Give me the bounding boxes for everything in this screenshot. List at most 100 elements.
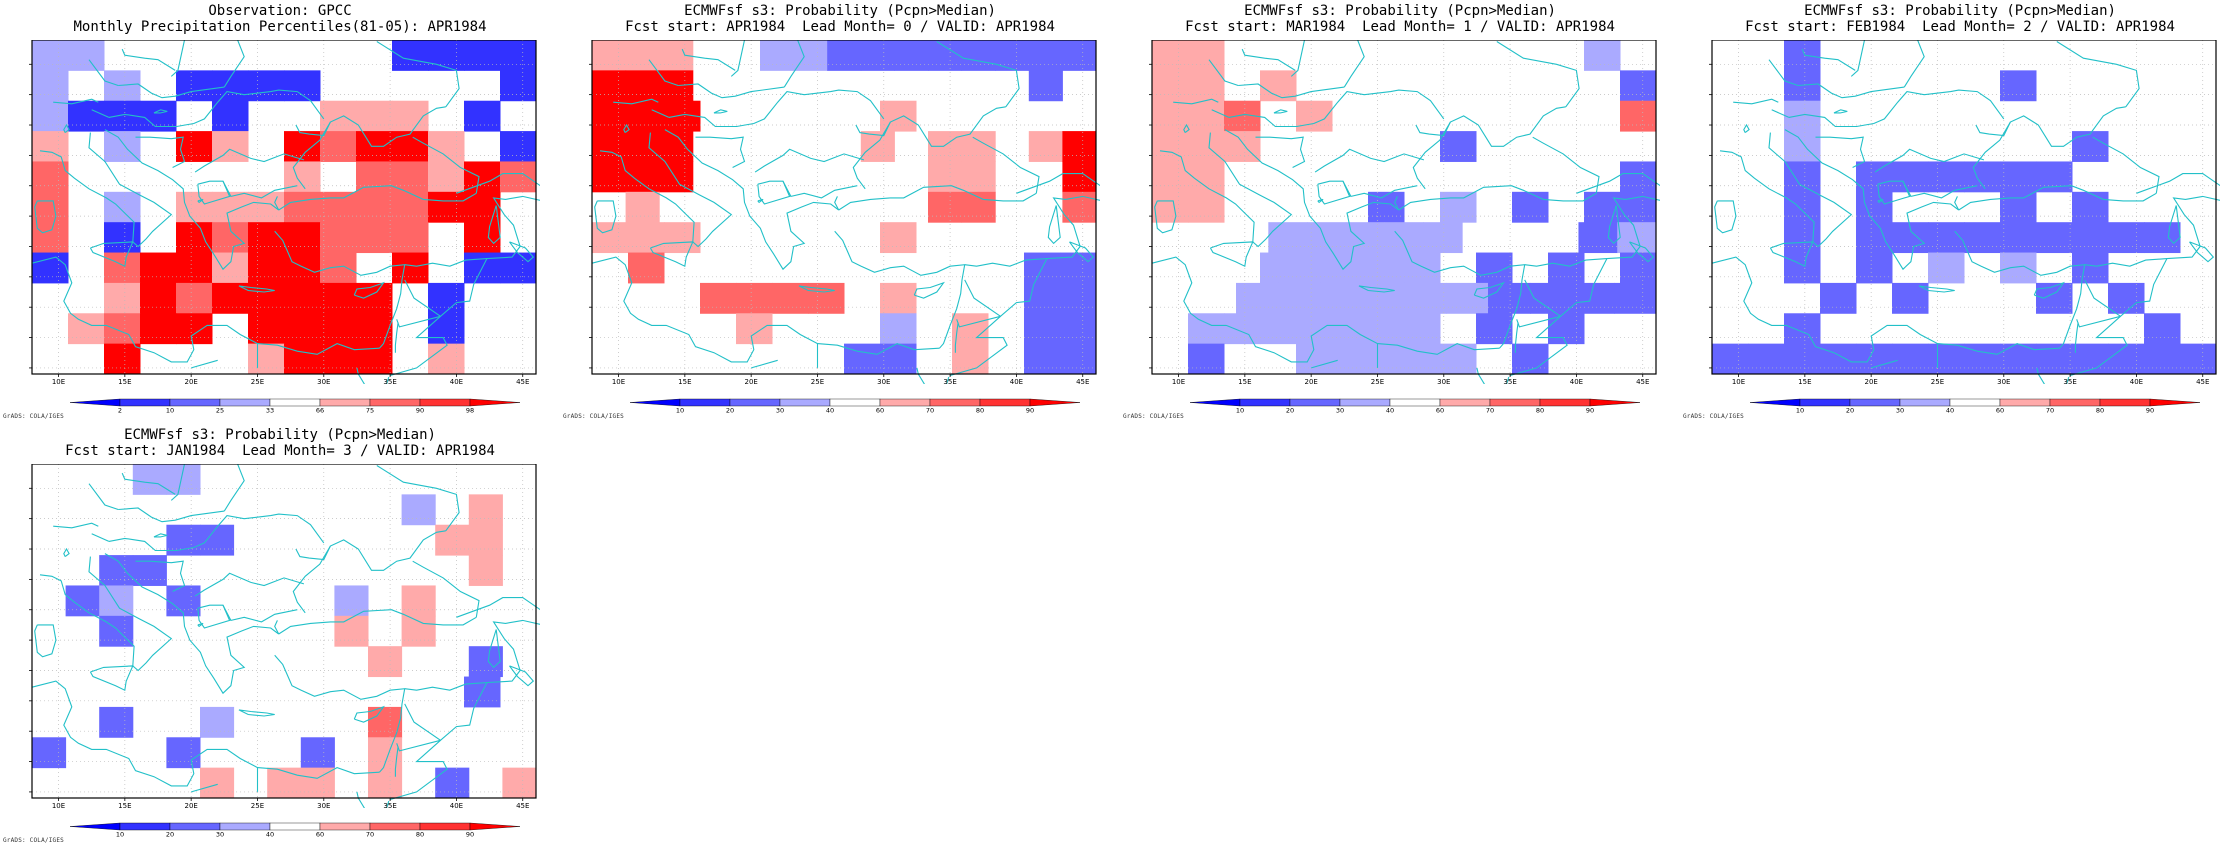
precip-grid (1712, 40, 2217, 375)
grid-cell (659, 70, 694, 102)
precip-grid (1152, 40, 1657, 375)
coastline (1629, 241, 1655, 263)
coastline (274, 620, 280, 635)
coastline (170, 40, 186, 77)
colorbar-swatch (119, 822, 171, 831)
coastline (757, 198, 764, 204)
colorbar-label: 60 (316, 831, 324, 838)
grid-cell (248, 222, 285, 254)
coastline (1903, 40, 1925, 88)
grid-cell (104, 222, 141, 254)
colorbar-swatch (69, 822, 121, 831)
colorbar-swatch (1589, 398, 1641, 407)
grid-cell (1260, 252, 1297, 284)
grid-cell (2108, 222, 2145, 254)
coastline (63, 123, 70, 134)
coastline (353, 281, 385, 299)
grid-cell (592, 70, 627, 102)
grid-cell (468, 524, 503, 556)
coastline (855, 121, 891, 137)
grid-cell (212, 131, 249, 162)
grid-cell (284, 222, 321, 254)
grads-credit: GrADS: COLA/IGES (3, 413, 64, 420)
grid-cell (1152, 100, 1189, 132)
grid-cell (1620, 70, 1657, 102)
colorbar-swatch (269, 822, 321, 831)
coastline (1954, 196, 1960, 211)
colorbar-label: 20 (1286, 407, 1294, 414)
colorbar-label: 60 (1436, 407, 1444, 414)
coastline (197, 622, 204, 628)
coastline (1412, 106, 1566, 190)
coastlines (31, 40, 540, 384)
grid-cell (1028, 131, 1063, 162)
grid-cell (32, 191, 69, 223)
grid-cell (32, 40, 69, 71)
coastline (623, 123, 630, 134)
map-plot: 10E15E20E25E30E35E40E45E50N48N46N44N42N4… (28, 40, 540, 384)
grid-cell (1488, 282, 1531, 314)
map-frame (1151, 40, 1657, 375)
coastline (108, 513, 325, 552)
map-frame (591, 40, 1097, 375)
lon-tick-label: 40E (450, 802, 463, 808)
colorbar-swatch (469, 398, 521, 407)
coastline (1514, 322, 1519, 353)
lon-tick-label: 30E (317, 378, 330, 384)
grid-cell (392, 131, 429, 162)
coastline (713, 109, 728, 114)
colorbar-swatch (2099, 398, 2151, 407)
grid-cell (1784, 252, 1821, 284)
coastline (34, 624, 57, 658)
grid-cell (1236, 282, 1279, 314)
grid-cell (592, 40, 627, 71)
grads-credit: GrADS: COLA/IGES (563, 413, 624, 420)
grid-cell (176, 282, 213, 314)
panel-subtitle: Fcst start: APR1984 Lead Month= 0 / VALI… (625, 19, 1055, 35)
coastline (1954, 230, 2086, 349)
grid-cell (1332, 313, 1369, 345)
grid-cell (502, 767, 537, 799)
lon-tick-label: 25E (251, 802, 264, 808)
coastlines (31, 464, 540, 808)
grid-cell (248, 70, 285, 102)
map-plot: 10E15E20E25E30E35E40E45E50N48N46N44N42N4… (1708, 40, 2220, 384)
colorbar-label: 10 (1236, 407, 1244, 414)
lon-tick-label: 20E (184, 378, 197, 384)
grid-cell (32, 131, 69, 162)
grid-cell (1784, 191, 1821, 223)
grid-cell (176, 313, 213, 345)
grid-cell (736, 313, 773, 345)
lon-tick-label: 30E (877, 378, 890, 384)
coastline (2167, 205, 2181, 245)
map-frame (31, 464, 537, 799)
grid-cell (212, 70, 249, 102)
colorbar-label: 40 (826, 407, 834, 414)
lon-tick-label: 45E (1076, 378, 1089, 384)
coastline (376, 41, 460, 108)
colorbar-swatch (829, 398, 881, 407)
lon-tick-label: 20E (1864, 378, 1877, 384)
grid-cell (320, 282, 357, 314)
lon-tick-label: 15E (678, 378, 691, 384)
coastline (292, 530, 446, 614)
grid-cell (320, 100, 357, 132)
coastline (194, 148, 305, 173)
coastline (838, 185, 1037, 211)
colorbar-label: 80 (1536, 407, 1544, 414)
colorbar-swatch (1749, 398, 1801, 407)
precip-grid (32, 40, 537, 375)
colorbar-label: 70 (1486, 407, 1494, 414)
grid-cell (356, 282, 393, 314)
coastline (678, 83, 785, 99)
colorbar-label: 10 (116, 831, 124, 838)
colorbar-label: 20 (726, 407, 734, 414)
coastline (2084, 258, 2168, 317)
grid-cell (700, 282, 737, 314)
grid-cell (880, 222, 917, 254)
grid-cell (880, 100, 917, 132)
grid-cell (1028, 70, 1063, 102)
grid-cell (435, 524, 470, 556)
grid-cell (468, 555, 503, 586)
grid-cell (1928, 161, 1965, 193)
